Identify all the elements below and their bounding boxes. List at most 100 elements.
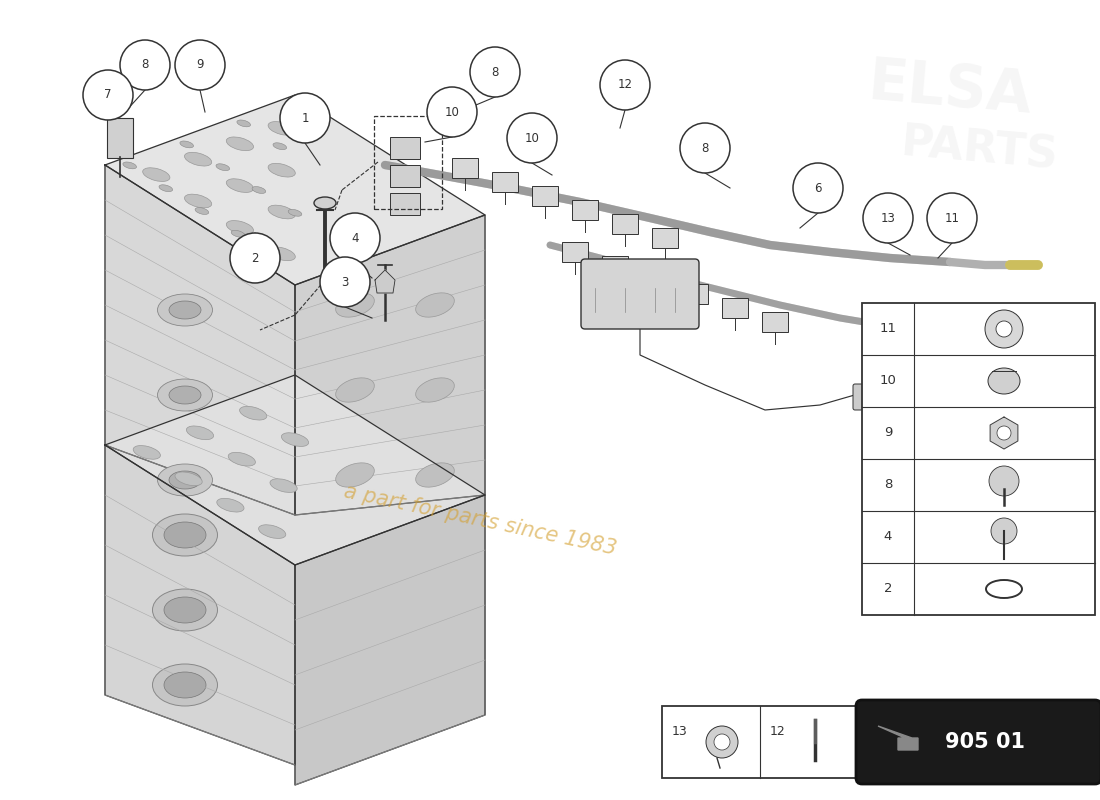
Circle shape <box>864 193 913 243</box>
FancyBboxPatch shape <box>722 298 748 318</box>
Ellipse shape <box>160 185 173 192</box>
FancyBboxPatch shape <box>572 200 598 220</box>
Circle shape <box>991 518 1018 544</box>
Ellipse shape <box>268 163 295 177</box>
Circle shape <box>280 93 330 143</box>
Text: 1: 1 <box>301 111 309 125</box>
Ellipse shape <box>282 433 309 446</box>
Ellipse shape <box>227 137 253 150</box>
Circle shape <box>230 233 280 283</box>
Text: 9: 9 <box>883 426 892 439</box>
Ellipse shape <box>988 368 1020 394</box>
Circle shape <box>600 60 650 110</box>
FancyBboxPatch shape <box>107 118 133 158</box>
Ellipse shape <box>268 205 295 219</box>
Ellipse shape <box>185 194 211 208</box>
Text: 13: 13 <box>672 725 688 738</box>
Circle shape <box>175 40 226 90</box>
FancyBboxPatch shape <box>390 165 420 187</box>
Ellipse shape <box>216 164 230 170</box>
Polygon shape <box>295 215 485 515</box>
FancyBboxPatch shape <box>390 137 420 159</box>
FancyBboxPatch shape <box>856 700 1100 784</box>
FancyBboxPatch shape <box>662 706 857 778</box>
FancyBboxPatch shape <box>452 158 478 178</box>
Ellipse shape <box>228 452 255 466</box>
FancyBboxPatch shape <box>682 284 708 304</box>
Circle shape <box>927 193 977 243</box>
FancyBboxPatch shape <box>581 259 698 329</box>
Ellipse shape <box>164 522 206 548</box>
Circle shape <box>470 47 520 97</box>
Polygon shape <box>990 417 1018 449</box>
Text: 8: 8 <box>492 66 498 78</box>
Ellipse shape <box>153 664 218 706</box>
Ellipse shape <box>336 293 374 317</box>
Circle shape <box>680 123 730 173</box>
Text: 11: 11 <box>880 322 896 335</box>
FancyBboxPatch shape <box>652 228 678 248</box>
Text: 7: 7 <box>104 89 112 102</box>
Ellipse shape <box>153 589 218 631</box>
Ellipse shape <box>268 247 295 261</box>
FancyBboxPatch shape <box>642 270 668 290</box>
Ellipse shape <box>336 463 374 487</box>
FancyBboxPatch shape <box>852 384 887 410</box>
Text: 12: 12 <box>770 725 785 738</box>
Ellipse shape <box>169 301 201 319</box>
Text: a part for parts since 1983: a part for parts since 1983 <box>342 482 618 558</box>
Polygon shape <box>295 495 485 785</box>
Text: 8: 8 <box>141 58 149 71</box>
Circle shape <box>706 726 738 758</box>
Ellipse shape <box>240 406 267 420</box>
Circle shape <box>997 426 1011 440</box>
Circle shape <box>82 70 133 120</box>
Text: 2: 2 <box>883 582 892 595</box>
Circle shape <box>984 310 1023 348</box>
FancyBboxPatch shape <box>933 445 962 467</box>
Ellipse shape <box>186 426 213 440</box>
Text: 4: 4 <box>351 231 359 245</box>
Ellipse shape <box>143 168 169 182</box>
Ellipse shape <box>227 221 253 234</box>
Ellipse shape <box>267 253 280 260</box>
Ellipse shape <box>133 446 161 459</box>
Text: 12: 12 <box>617 78 632 91</box>
Ellipse shape <box>416 463 454 487</box>
Ellipse shape <box>153 514 218 556</box>
Ellipse shape <box>164 672 206 698</box>
Circle shape <box>330 213 380 263</box>
FancyBboxPatch shape <box>762 312 788 332</box>
Text: 9: 9 <box>196 58 204 71</box>
Text: 4: 4 <box>883 530 892 543</box>
Circle shape <box>989 466 1019 496</box>
Text: 11: 11 <box>945 211 959 225</box>
FancyBboxPatch shape <box>532 186 558 206</box>
Ellipse shape <box>185 152 211 166</box>
Text: 3: 3 <box>341 275 349 289</box>
Ellipse shape <box>175 472 202 486</box>
Ellipse shape <box>288 210 301 216</box>
Text: 6: 6 <box>814 182 822 194</box>
Ellipse shape <box>227 178 253 193</box>
Ellipse shape <box>336 378 374 402</box>
Circle shape <box>120 40 170 90</box>
FancyBboxPatch shape <box>562 242 588 262</box>
Circle shape <box>714 734 730 750</box>
Ellipse shape <box>180 141 194 148</box>
Ellipse shape <box>236 120 251 127</box>
Ellipse shape <box>273 142 287 150</box>
Text: 13: 13 <box>881 211 895 225</box>
Ellipse shape <box>157 464 212 496</box>
Text: 8: 8 <box>702 142 708 154</box>
Circle shape <box>507 113 557 163</box>
Ellipse shape <box>195 207 209 214</box>
Circle shape <box>320 257 370 307</box>
Text: 2: 2 <box>251 251 258 265</box>
Ellipse shape <box>164 597 206 623</box>
Ellipse shape <box>157 379 212 411</box>
Ellipse shape <box>416 378 454 402</box>
Ellipse shape <box>258 525 286 538</box>
FancyBboxPatch shape <box>862 303 1094 615</box>
Ellipse shape <box>157 294 212 326</box>
